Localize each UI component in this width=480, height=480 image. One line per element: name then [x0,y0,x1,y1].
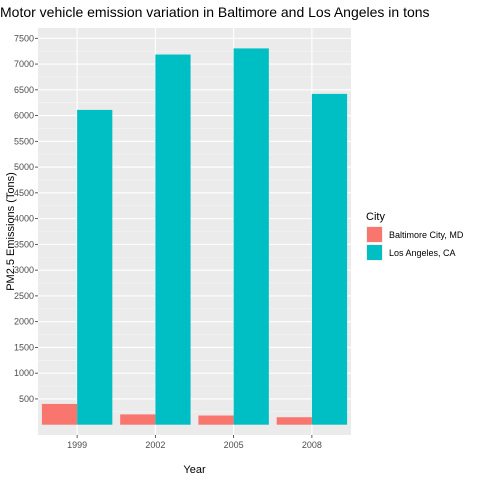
y-tick-label-1500: 1500 [14,342,34,352]
y-axis-title: PM2.5 Emissions (Tons) [5,172,17,291]
x-tick-label-2005: 2005 [224,440,244,450]
legend-label-0: Baltimore City, MD [389,230,464,240]
y-tick-label-3000: 3000 [14,265,34,275]
y-tick-label-5500: 5500 [14,136,34,146]
bar-baltimore-city-md-2005 [198,415,234,425]
bar-los-angeles-ca-1999 [77,109,113,425]
x-tick-label-2002: 2002 [145,440,165,450]
bar-los-angeles-ca-2008 [311,93,348,425]
y-axis-ticks: 500 1000 1500 2000 2500 3000 3500 4000 4500 5000 5… [14,33,38,404]
y-tick-label-6500: 6500 [14,85,34,95]
bar-baltimore-city-md-1999 [41,403,78,425]
bar-baltimore-city-md-2002 [120,414,156,425]
x-tick-label-2008: 2008 [302,440,322,450]
y-tick-label-5000: 5000 [14,162,34,172]
y-tick-label-3500: 3500 [14,239,34,249]
y-tick-label-4500: 4500 [14,188,34,198]
bar-baltimore-city-md-2008 [276,417,312,425]
x-axis-ticks: 1999 2002 2005 2008 [67,435,322,450]
y-tick-label-6000: 6000 [14,111,34,121]
legend-swatch-0 [367,227,382,242]
legend-label-1: Los Angeles, CA [389,248,456,258]
y-tick-label-7500: 7500 [14,33,34,43]
y-tick-label-4000: 4000 [14,214,34,224]
y-tick-label-1000: 1000 [14,368,34,378]
legend-swatch-1 [367,245,382,260]
bar-los-angeles-ca-2005 [233,48,269,425]
chart-title: Motor vehicle emission variation in Balt… [0,4,430,20]
legend: City Baltimore City, MD Los Angeles, CA [366,211,464,261]
y-tick-label-500: 500 [19,394,34,404]
y-tick-label-2500: 2500 [14,291,34,301]
x-axis-title: Year [183,464,206,476]
legend-title: City [366,211,385,223]
bars [41,48,348,425]
bar-los-angeles-ca-2002 [155,54,191,425]
y-tick-label-2000: 2000 [14,317,34,327]
y-tick-label-7000: 7000 [14,59,34,69]
x-tick-label-1999: 1999 [67,440,87,450]
